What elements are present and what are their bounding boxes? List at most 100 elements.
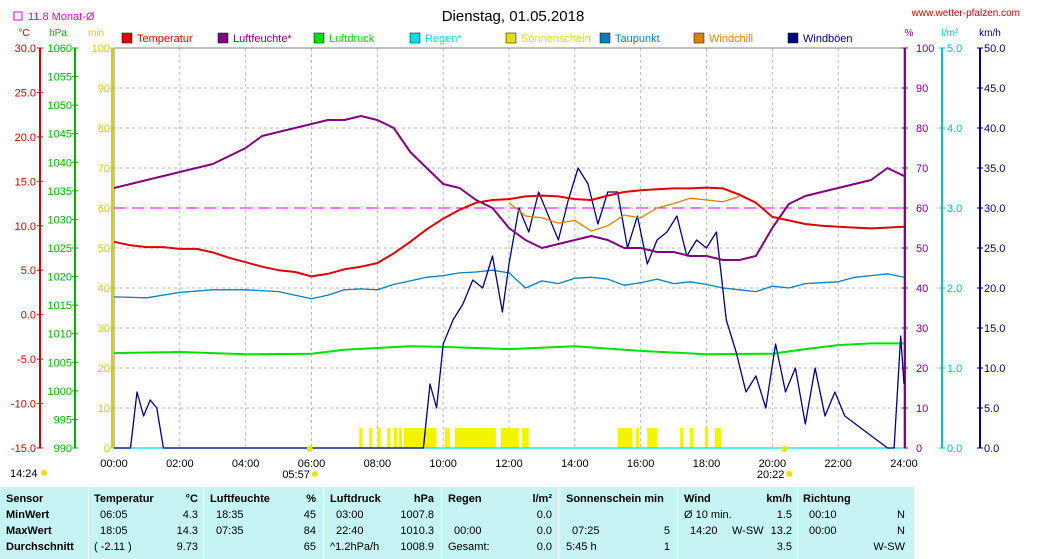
row-label-min: MinWert [6,509,50,521]
corner-sun-icon [41,470,47,476]
sunshine-bar [680,428,684,448]
hum-axis-tick-label: 10 [916,403,928,415]
hum-axis-unit: % [905,28,914,39]
temp-axis-tick-label: -15.0 [11,443,36,455]
wind-axis-tick-label: 30.0 [984,203,1005,215]
dir-header: Richtung [803,493,851,505]
press-axis-tick-label: 1035 [48,186,72,198]
wind-max-dir: W-SW [732,525,764,537]
legend-label: Luftfeuchte* [233,33,292,45]
hum-axis-tick-label: 100 [916,43,934,55]
sun-axis-tick-label: 80 [98,123,110,135]
wind-axis-tick-label: 0.0 [984,443,999,455]
rain-axis-tick-label: 2.0 [947,283,962,295]
dir-min-time: 00:10 [809,509,837,521]
rain-total: 0.0 [536,541,552,553]
wind-axis-unit: km/h [979,28,1001,39]
rain-axis-tick-label: 3.0 [947,203,962,215]
wind-max: 13.2 [770,525,792,537]
temp-min-time: 06:05 [100,509,128,521]
rain-min: 0.0 [536,509,552,521]
x-tick-label: 24:00 [890,458,918,470]
monthly-avg-legend: 11.8 Monat-Ø [13,11,95,23]
press-axis-tick-label: 1060 [48,43,72,55]
hum-axis-tick-label: 20 [916,363,928,375]
sunshine-bar [377,428,381,448]
legend-label: Temperatur [137,33,193,45]
temp-unit: °C [185,493,198,505]
dir-avg: W-SW [873,541,905,553]
hum-axis-tick-label: 80 [916,123,928,135]
press-unit: hPa [413,493,434,505]
stats-humidity: Luftfeuchte % 18:35 45 07:35 84 65 [210,487,320,559]
temp-max: 14.3 [176,525,198,537]
wind-axis-tick-label: 5.0 [984,403,999,415]
sun-axis-tick-label: 100 [92,43,110,55]
temp-avg: 9.73 [176,541,198,553]
press-axis-tick-label: 1000 [48,386,72,398]
x-tick-label: 16:00 [627,458,655,470]
hum-axis-tick-label: 60 [916,203,928,215]
press-axis-tick-label: 1025 [48,243,72,255]
legend-swatch [693,32,705,44]
row-label-max: MaxWert [6,525,52,537]
sunset-marker-icon [786,471,793,477]
sunset-icon [781,446,788,452]
x-tick-label: 10:00 [429,458,457,470]
hum-min: 45 [303,509,316,521]
hum-avg: 65 [303,541,316,553]
dir-max: N [897,525,905,537]
statistics-panel: Sensor MinWert MaxWert Durchschnitt Temp… [0,487,914,559]
press-max: 1010.3 [400,525,434,537]
stats-rain: Regen l/m² 0.0 00:00 0.0 Gesamt: 0.0 [448,487,554,559]
x-tick-label: 20:00 [759,458,787,470]
sunrise-time: 05:57 [282,469,310,481]
legend-label: Luftdruck [329,33,375,45]
sun-axis-tick-label: 60 [98,203,110,215]
hum-axis-tick-label: 40 [916,283,928,295]
wind-header: Wind [684,493,711,505]
series-lines [113,115,905,449]
temp-axis-tick-label: -5.0 [17,354,36,366]
hum-max-time: 07:35 [216,525,244,537]
wind-axis-tick-label: 10.0 [984,363,1005,375]
temp-avg-note: ( -2.11 ) [94,541,132,553]
series-windböen [114,167,905,449]
hum-axis-tick-label: 30 [916,323,928,335]
temp-axis-tick-label: 25.0 [15,87,36,99]
hum-max: 84 [303,525,316,537]
series-taupunkt [113,269,905,300]
rain-unit: l/m² [532,493,552,505]
press-axis-tick-label: 1015 [48,300,72,312]
series-windchill [508,195,740,232]
dir-max-time: 00:00 [809,525,837,537]
press-axis-tick-label: 1030 [48,214,72,226]
wind-axis-tick-label: 50.0 [984,43,1005,55]
sunset-time: 20:22 [757,469,785,481]
press-avg-note: ^1.2hPa/h [330,541,380,553]
chart-title: Dienstag, 01.05.2018 [442,8,585,25]
sun-axis-tick-label: 30 [98,323,110,335]
series-luftdruck [113,342,904,356]
rain-max-time: 00:00 [454,525,482,537]
wind-axis-tick-label: 35.0 [984,163,1005,175]
legend-label: Windchill [709,33,753,45]
sunshine-bar [444,428,450,448]
temp-axis-unit: °C [18,28,29,39]
row-label-avg: Durchschnitt [6,541,74,553]
stats-pressure: Luftdruck hPa 03:00 1007.8 22:40 1010.3 … [330,487,436,559]
x-tick-label: 12:00 [495,458,523,470]
sunshine-bar [387,428,391,448]
temp-axis-tick-label: -10.0 [11,399,36,411]
sun-axis-tick-label: 90 [98,83,110,95]
press-min-time: 03:00 [336,509,364,521]
wind-avg-label: Ø 10 min. [684,509,732,521]
sun-axis-tick-label: 20 [98,363,110,375]
sunshine-bar [647,428,658,448]
sunshine-bar [369,428,373,448]
legend-label: Regen* [425,33,462,45]
corner-time: 14:24 [10,468,38,480]
x-tick-label: 06:00 [298,458,326,470]
temp-axis-tick-label: 15.0 [15,176,36,188]
legend-swatch [121,32,133,44]
